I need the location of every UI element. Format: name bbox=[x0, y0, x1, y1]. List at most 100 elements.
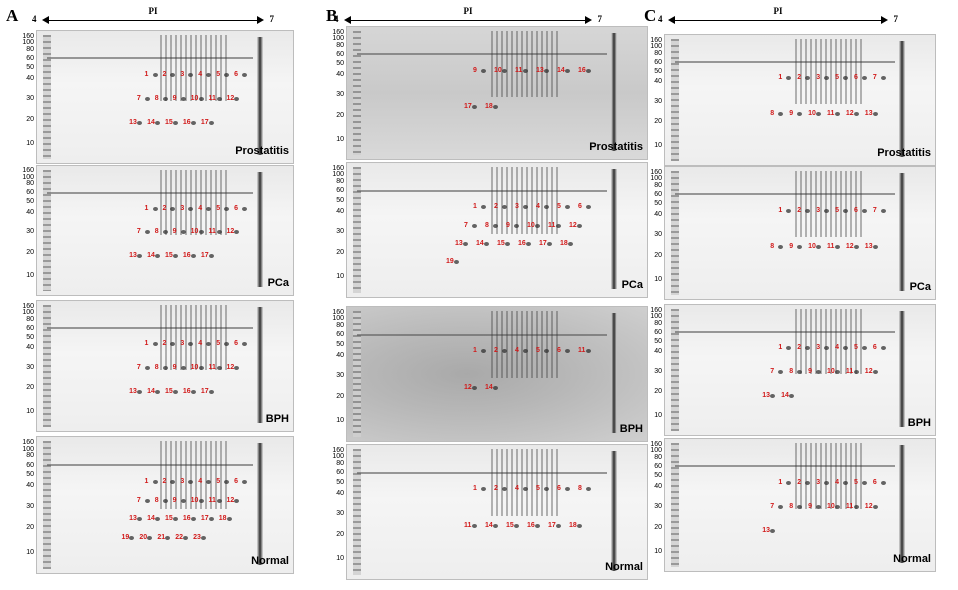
protein-spot bbox=[190, 389, 196, 394]
protein-spot bbox=[224, 72, 230, 77]
panel-column-b: B PI 4 7 160 100 80 60 50 40 30 20 10 9 10 11 13 14 16 1… bbox=[318, 0, 648, 590]
protein-spot bbox=[778, 244, 784, 249]
condition-label: BPH bbox=[907, 417, 931, 429]
spot-number: 9 bbox=[172, 363, 177, 371]
spot-number: 1 bbox=[473, 203, 477, 211]
protein-smear bbox=[491, 449, 561, 516]
spot-number: 15 bbox=[165, 119, 173, 126]
spot-number: 1 bbox=[144, 340, 149, 347]
protein-spot bbox=[162, 230, 168, 235]
protein-spot bbox=[586, 349, 591, 354]
protein-spot bbox=[198, 365, 204, 370]
spot-number: 2 bbox=[797, 74, 802, 81]
protein-spot bbox=[165, 535, 171, 540]
protein-band bbox=[675, 193, 895, 196]
spot-number: 15 bbox=[506, 522, 514, 530]
mw-tick-label: 100 bbox=[22, 173, 34, 181]
protein-spot bbox=[180, 498, 186, 503]
spot-number: 16 bbox=[182, 515, 191, 523]
mw-tick-label: 100 bbox=[650, 175, 662, 183]
mw-tick-label: 20 bbox=[26, 524, 34, 532]
condition-label: PCa bbox=[267, 277, 289, 289]
protein-spot bbox=[805, 480, 811, 485]
protein-spot bbox=[183, 535, 189, 540]
spot-number: 5 bbox=[557, 203, 561, 211]
spot-number: 5 bbox=[854, 478, 858, 486]
mw-ticks: 160 100 80 60 50 40 30 20 10 bbox=[328, 26, 344, 158]
spot-number: 3 bbox=[515, 203, 519, 211]
protein-spot bbox=[190, 517, 196, 522]
spot-number: 5 bbox=[216, 204, 221, 212]
protein-band bbox=[47, 464, 253, 467]
condition-label: BPH bbox=[619, 423, 643, 435]
protein-smear bbox=[159, 35, 230, 101]
mw-tick-label: 10 bbox=[336, 555, 344, 563]
protein-band bbox=[357, 471, 607, 474]
protein-spot bbox=[853, 244, 859, 249]
protein-spot bbox=[824, 208, 830, 213]
spot-number: 4 bbox=[536, 203, 540, 211]
mw-tick-label: 30 bbox=[336, 509, 344, 517]
gel-image-prostatitis: 1 2 3 4 5 6 7 8 9 10 11 12 13 14 15 16 17 Prostatitis bbox=[36, 30, 294, 164]
mw-tick-label: 50 bbox=[336, 340, 344, 348]
spot-number: 15 bbox=[165, 252, 173, 259]
spot-number: 7 bbox=[872, 74, 877, 81]
spot-number: 7 bbox=[872, 206, 877, 214]
protein-spot bbox=[208, 254, 214, 258]
spot-number: 3 bbox=[816, 74, 821, 81]
spot-number: 4 bbox=[515, 485, 519, 493]
panel-letter: C bbox=[644, 6, 657, 25]
protein-spot bbox=[206, 206, 212, 211]
protein-smear bbox=[794, 309, 865, 374]
spot-number: 3 bbox=[180, 70, 185, 78]
mw-tick-label: 30 bbox=[26, 363, 34, 371]
protein-spot bbox=[173, 254, 178, 258]
protein-spot bbox=[493, 524, 498, 529]
protein-spot bbox=[843, 76, 849, 80]
spot-number: 6 bbox=[578, 203, 582, 211]
spot-number: 15 bbox=[497, 240, 505, 248]
spot-number: 5 bbox=[536, 347, 540, 355]
protein-spot bbox=[170, 342, 176, 346]
mw-tick-label: 60 bbox=[336, 51, 344, 59]
spot-number: 5 bbox=[835, 74, 839, 81]
mw-tick-label: 80 bbox=[336, 41, 344, 49]
arrow-left-icon bbox=[668, 16, 675, 24]
spot-number: 4 bbox=[198, 340, 203, 347]
spot-number: 16 bbox=[182, 252, 191, 259]
spot-number: 16 bbox=[578, 66, 586, 74]
protein-spot bbox=[816, 504, 822, 509]
protein-spot bbox=[544, 68, 549, 73]
mw-tick-label: 20 bbox=[654, 251, 662, 259]
spot-number: 16 bbox=[182, 119, 191, 126]
protein-spot bbox=[535, 223, 540, 228]
gel-edge-streak bbox=[899, 173, 905, 291]
mw-tick-label: 40 bbox=[654, 210, 662, 218]
spot-number: 17 bbox=[464, 102, 472, 110]
protein-spot bbox=[502, 487, 507, 492]
spot-number: 3 bbox=[816, 478, 821, 486]
spot-number: 12 bbox=[845, 242, 854, 250]
protein-spot bbox=[770, 529, 776, 533]
spot-number: 9 bbox=[789, 242, 794, 250]
spot-number: 1 bbox=[144, 477, 149, 485]
spot-number: 13 bbox=[129, 119, 137, 126]
mw-tick-label: 80 bbox=[654, 319, 662, 327]
protein-spot bbox=[778, 369, 784, 374]
mw-ticks: 160 100 80 60 50 40 30 20 10 bbox=[18, 30, 34, 162]
spot-number: 14 bbox=[485, 522, 493, 530]
mw-ticks: 160 100 80 60 50 40 30 20 10 bbox=[646, 304, 662, 434]
protein-spot bbox=[535, 524, 540, 529]
mw-tick-label: 10 bbox=[26, 139, 34, 147]
mw-tick-label: 100 bbox=[332, 35, 344, 43]
spot-number: 23 bbox=[193, 533, 201, 541]
spot-number: 8 bbox=[485, 221, 489, 229]
pi-label: PI bbox=[148, 6, 158, 16]
protein-spot bbox=[216, 230, 222, 235]
pi-end: 7 bbox=[597, 14, 603, 24]
spot-number: 17 bbox=[200, 515, 209, 523]
protein-spot bbox=[198, 498, 204, 503]
protein-spot bbox=[206, 342, 212, 346]
protein-smear bbox=[159, 441, 230, 509]
protein-spot bbox=[843, 346, 849, 350]
